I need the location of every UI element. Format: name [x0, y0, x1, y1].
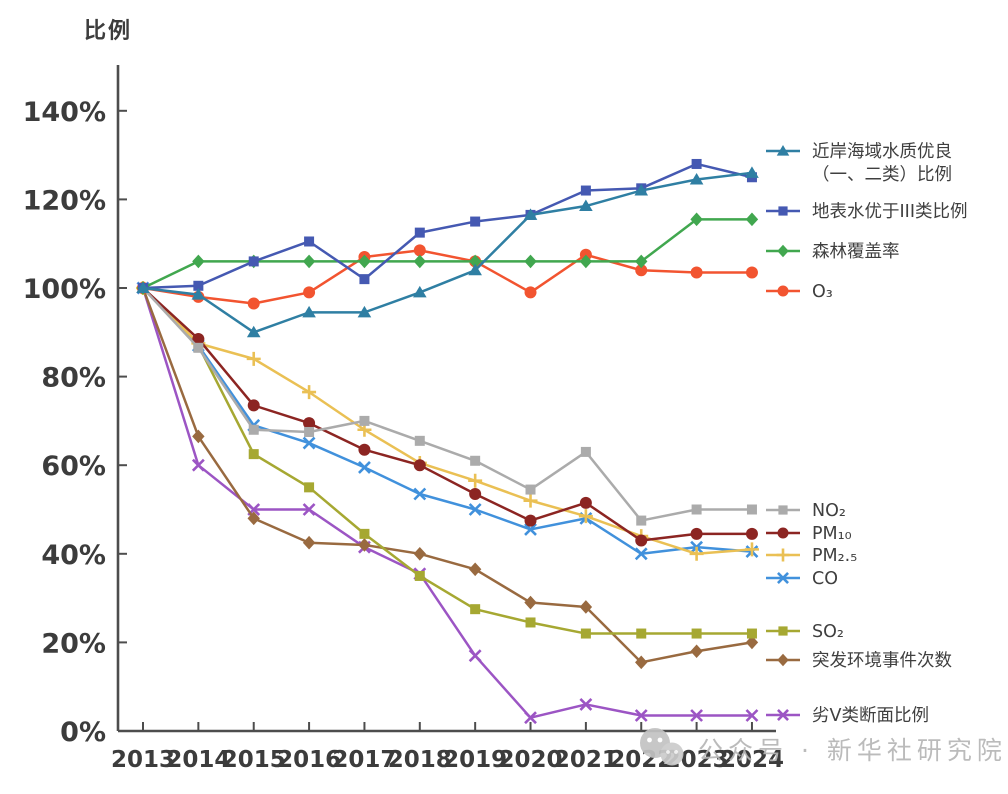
- legend-label: 森林覆盖率: [812, 242, 900, 262]
- legend-item-pm2_5: PM₂.₅: [766, 546, 857, 566]
- x-tick-label: 2017: [332, 747, 396, 773]
- legend-label: 地表水优于III类比例: [812, 202, 967, 222]
- series-surface-water: [138, 158, 757, 293]
- legend-label: 劣V类断面比例: [812, 706, 929, 726]
- y-tick-label: 60%: [41, 451, 106, 482]
- legend-label: 近岸海域水质优良: [812, 142, 952, 162]
- series-env-incidents: [136, 281, 759, 670]
- watermark: 公众号 · 新华社研究院: [638, 727, 1007, 771]
- series-so2: [138, 283, 757, 639]
- legend-label: PM₂.₅: [812, 546, 857, 566]
- x-tick-label: 2013: [111, 747, 175, 773]
- legend-item-pm10: PM₁₀: [766, 524, 852, 544]
- series-pm10: [137, 282, 758, 547]
- legend-label: NO₂: [812, 501, 846, 521]
- x-tick-label: 2020: [499, 747, 563, 773]
- legend-label: SO₂: [812, 622, 844, 642]
- y-tick-label: 140%: [23, 97, 106, 128]
- x-tick-label: 2014: [166, 747, 230, 773]
- y-tick-label: 120%: [23, 185, 106, 216]
- legend-item-so2: SO₂: [766, 622, 844, 642]
- legend-label: CO: [812, 569, 838, 589]
- y-tick-label: 20%: [41, 628, 106, 659]
- series-co: [136, 281, 759, 561]
- legend-item-no2: NO₂: [766, 501, 846, 521]
- series-coastal-water: [136, 166, 759, 338]
- x-tick-label: 2019: [443, 747, 507, 773]
- y-tick-label: 0%: [60, 717, 106, 748]
- y-tick-label: 40%: [41, 540, 106, 571]
- x-tick-label: 2018: [388, 747, 452, 773]
- legend-label: （一、二类）比例: [812, 165, 952, 185]
- series-no2: [138, 283, 757, 526]
- legend-item-inferior-v: 劣V类断面比例: [766, 706, 929, 726]
- legend-item-co: CO: [766, 569, 838, 589]
- y-tick-label: 80%: [41, 363, 106, 394]
- x-tick-label: 2015: [222, 747, 286, 773]
- legend-item-coastal-water: 近岸海域水质优良 （一、二类）比例: [766, 142, 952, 185]
- legend-item-o3: O₃: [766, 282, 833, 302]
- y-tick-label: 100%: [23, 274, 106, 305]
- legend-label: PM₁₀: [812, 524, 852, 544]
- x-tick-label: 2024: [720, 747, 784, 773]
- chart-title: 比例: [84, 19, 133, 44]
- legend-item-surface-water: 地表水优于III类比例: [766, 202, 967, 222]
- legend-item-forest-coverage: 森林覆盖率: [766, 242, 900, 262]
- series-o3: [137, 244, 758, 310]
- legend-label: O₃: [812, 282, 833, 302]
- x-axis: 2013201420152016201720182019202020212022…: [111, 722, 784, 773]
- series-pm2_5: [136, 281, 759, 561]
- x-tick-label: 2016: [277, 747, 341, 773]
- y-axis: 0% 20% 40% 60% 80% 100% 120% 140%: [23, 65, 127, 748]
- watermark-text: 公众号 · 新华社研究院: [698, 736, 1007, 765]
- legend-label: 突发环境事件次数: [812, 651, 952, 671]
- wechat-icon: [640, 728, 684, 766]
- legend-item-env-incidents: 突发环境事件次数: [766, 651, 952, 671]
- x-tick-label: 2021: [554, 747, 618, 773]
